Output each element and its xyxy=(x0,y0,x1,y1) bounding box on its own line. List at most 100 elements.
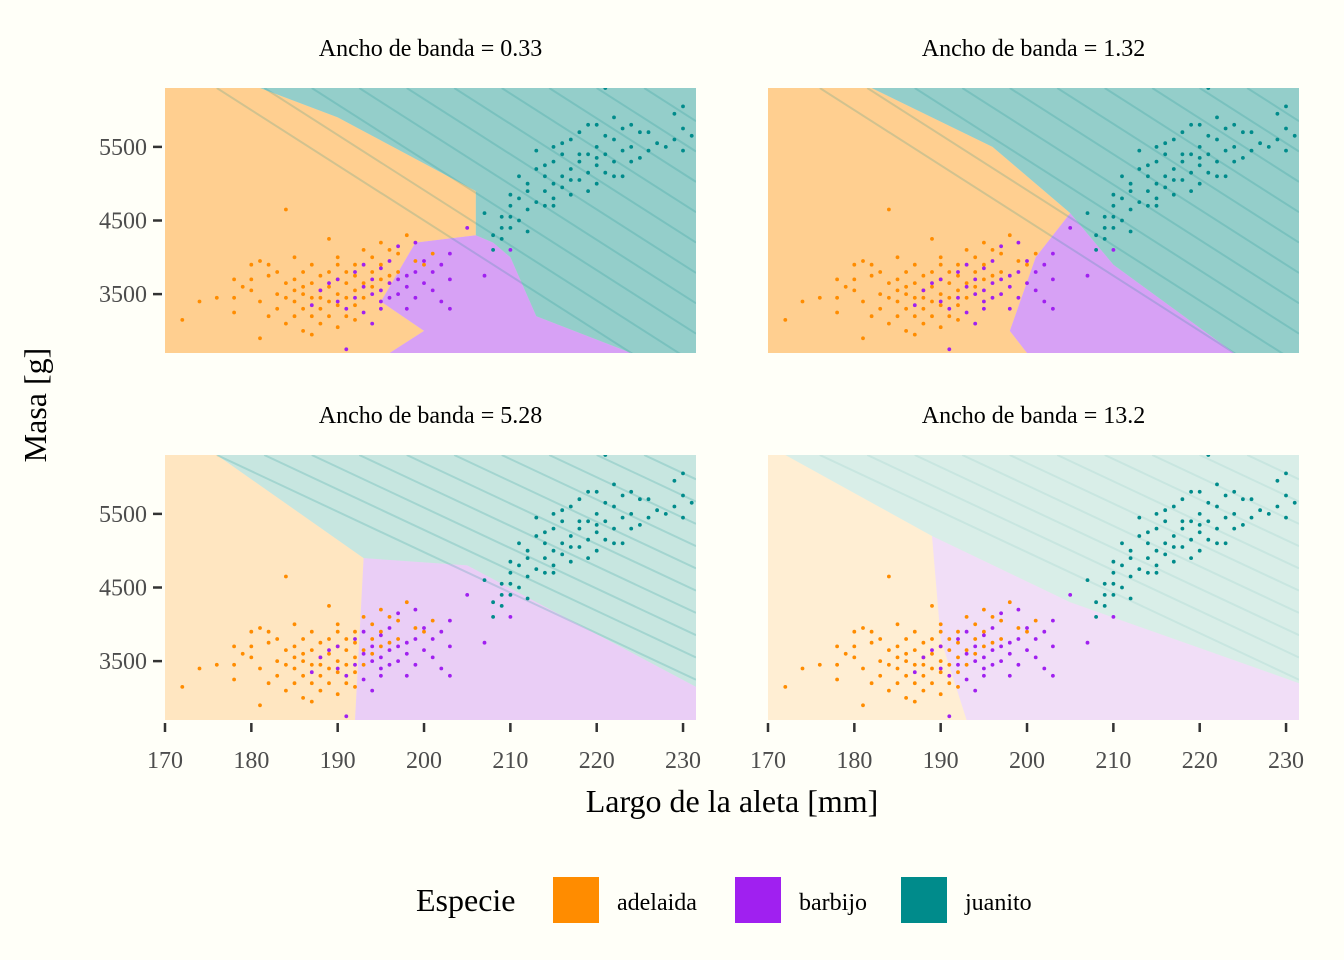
point-juanito xyxy=(1102,581,1107,586)
point-adelaida xyxy=(973,284,978,289)
legend-item-juanito: juanito xyxy=(901,877,1032,923)
point-adelaida xyxy=(835,677,839,682)
point-juanito xyxy=(534,515,539,520)
point-juanito xyxy=(551,512,556,516)
point-adelaida xyxy=(370,622,375,627)
point-juanito xyxy=(1275,478,1280,483)
decision-regions xyxy=(165,455,696,720)
point-juanito xyxy=(1120,585,1124,590)
point-adelaida xyxy=(912,662,917,667)
point-adelaida xyxy=(990,273,995,278)
point-juanito xyxy=(568,137,573,142)
point-adelaida xyxy=(964,295,969,300)
point-adelaida xyxy=(817,295,822,300)
point-barbijo xyxy=(370,321,375,326)
point-juanito xyxy=(1146,570,1150,575)
point-adelaida xyxy=(783,685,788,689)
point-barbijo xyxy=(938,299,943,304)
point-juanito xyxy=(517,196,521,201)
point-juanito xyxy=(1137,534,1142,538)
point-barbijo xyxy=(947,714,952,719)
point-adelaida xyxy=(344,637,349,641)
point-barbijo xyxy=(999,292,1003,296)
point-barbijo xyxy=(396,644,400,649)
point-barbijo xyxy=(404,273,409,278)
point-juanito xyxy=(1241,130,1245,135)
contour-line xyxy=(453,455,696,570)
point-adelaida xyxy=(999,270,1003,274)
point-barbijo xyxy=(964,284,969,289)
point-juanito xyxy=(1163,552,1168,557)
point-barbijo xyxy=(353,295,357,300)
point-adelaida xyxy=(370,637,375,641)
point-barbijo xyxy=(973,688,978,693)
contour-line xyxy=(1056,88,1299,244)
point-juanito xyxy=(1206,519,1211,524)
point-barbijo xyxy=(413,295,418,300)
point-juanito xyxy=(534,167,539,171)
contour-line xyxy=(263,455,696,659)
point-barbijo xyxy=(318,655,323,660)
point-barbijo xyxy=(370,644,375,649)
point-barbijo xyxy=(1007,273,1012,278)
point-adelaida xyxy=(379,262,383,267)
point-juanito xyxy=(1275,111,1280,116)
point-adelaida xyxy=(938,303,943,308)
contour-line xyxy=(643,455,696,481)
contour-line xyxy=(453,88,696,244)
facet-panel: Ancho de banda = 0.33 3500 4500 5500 xyxy=(99,36,696,353)
data-points xyxy=(180,88,694,352)
point-juanito xyxy=(1275,137,1280,142)
point-adelaida xyxy=(327,284,331,289)
point-barbijo xyxy=(404,640,409,645)
point-barbijo xyxy=(973,321,978,326)
panel-title: Ancho de banda = 5.28 xyxy=(319,403,542,429)
point-adelaida xyxy=(266,629,271,634)
point-adelaida xyxy=(240,651,245,656)
point-juanito xyxy=(646,497,651,502)
point-juanito xyxy=(1189,556,1193,560)
contour-line xyxy=(819,455,1299,681)
point-adelaida xyxy=(249,644,254,649)
point-adelaida xyxy=(404,600,409,605)
point-juanito xyxy=(491,233,495,238)
region-barbijo xyxy=(355,558,696,720)
point-barbijo xyxy=(379,633,383,638)
point-juanito xyxy=(1146,203,1150,208)
point-adelaida xyxy=(921,295,926,300)
point-barbijo xyxy=(956,662,960,667)
point-adelaida xyxy=(835,295,839,300)
point-juanito xyxy=(543,174,547,179)
point-juanito xyxy=(638,156,642,160)
region-juanito xyxy=(785,455,1299,684)
point-adelaida xyxy=(353,303,357,308)
point-barbijo xyxy=(422,648,426,652)
point-barbijo xyxy=(1068,226,1073,230)
point-adelaida xyxy=(904,651,908,656)
point-adelaida xyxy=(947,270,952,274)
point-adelaida xyxy=(327,637,331,641)
point-juanito xyxy=(1154,563,1159,568)
point-barbijo xyxy=(430,637,435,641)
point-barbijo xyxy=(973,277,978,282)
point-barbijo xyxy=(335,666,340,671)
point-juanito xyxy=(594,548,599,553)
point-adelaida xyxy=(861,259,865,263)
point-juanito xyxy=(603,88,608,90)
point-juanito xyxy=(586,489,590,494)
point-juanito xyxy=(638,497,642,502)
point-juanito xyxy=(1189,519,1193,524)
x-tick-label: 190 xyxy=(923,748,959,774)
point-adelaida xyxy=(887,648,891,652)
point-juanito xyxy=(1197,523,1202,527)
point-juanito xyxy=(508,581,513,586)
point-adelaida xyxy=(335,325,340,330)
point-juanito xyxy=(594,122,599,127)
point-adelaida xyxy=(249,262,254,267)
point-juanito xyxy=(1197,122,1202,127)
point-adelaida xyxy=(301,696,305,700)
point-juanito xyxy=(499,593,504,597)
point-juanito xyxy=(517,585,521,590)
point-juanito xyxy=(1189,170,1193,175)
point-barbijo xyxy=(1085,273,1090,278)
